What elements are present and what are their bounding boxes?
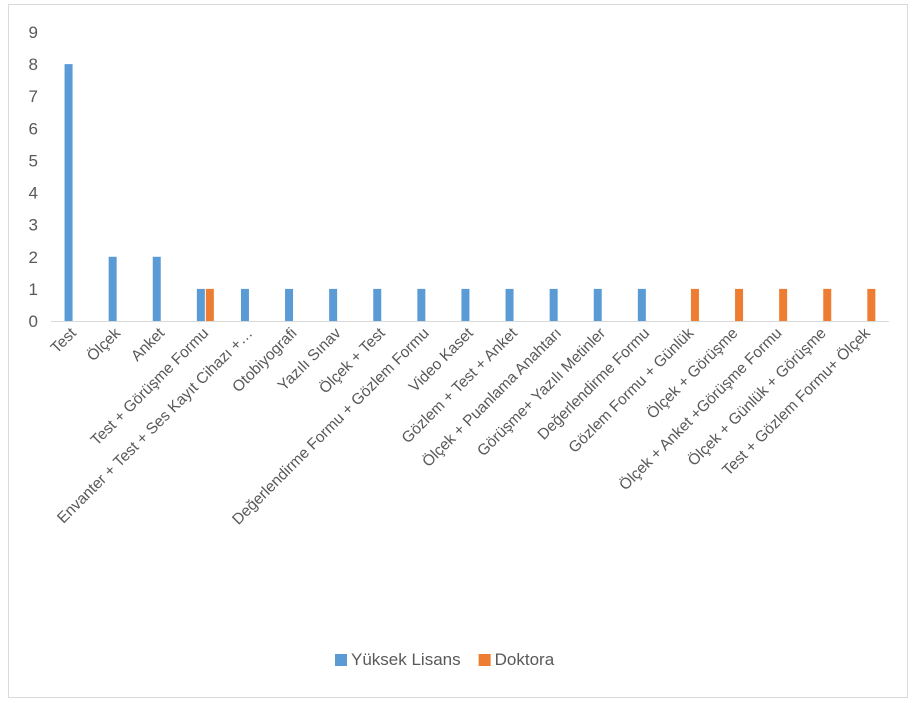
x-tick-label: Anket xyxy=(128,324,169,365)
y-tick-label: 8 xyxy=(29,55,38,74)
y-tick-label: 3 xyxy=(29,216,38,235)
bar-doktora xyxy=(867,288,876,321)
y-tick-label: 1 xyxy=(29,280,38,299)
chart-frame xyxy=(8,4,908,698)
legend-swatch xyxy=(335,654,347,666)
bar-yuksek-lisans xyxy=(373,288,382,321)
y-tick-label: 6 xyxy=(29,119,38,138)
bar-doktora xyxy=(779,288,788,321)
bar-yuksek-lisans xyxy=(108,256,117,321)
x-tick-label: Envanter + Test + Ses Kayıt Cihazı +… xyxy=(54,325,256,527)
y-tick-label: 0 xyxy=(29,312,38,331)
legend: Yüksek Lisans Doktora xyxy=(335,650,555,669)
bar-doktora xyxy=(735,288,744,321)
y-tick-label: 7 xyxy=(29,87,38,106)
bar-doktora xyxy=(823,288,832,321)
legend-label: Yüksek Lisans xyxy=(351,650,461,669)
bar-yuksek-lisans xyxy=(637,288,646,321)
bar-yuksek-lisans xyxy=(593,288,602,321)
x-tick-label: Ölçek xyxy=(83,324,124,365)
bar-yuksek-lisans xyxy=(240,288,249,321)
bar-yuksek-lisans xyxy=(196,288,205,321)
y-tick-label: 4 xyxy=(29,184,38,203)
bar-yuksek-lisans xyxy=(64,64,73,322)
legend-label: Doktora xyxy=(495,650,555,669)
bar-doktora xyxy=(690,288,699,321)
legend-swatch xyxy=(478,654,491,666)
bar-yuksek-lisans xyxy=(505,288,514,321)
x-tick-label: Test xyxy=(48,324,81,357)
bar-yuksek-lisans xyxy=(285,288,294,321)
bar-yuksek-lisans xyxy=(152,256,161,321)
bar-yuksek-lisans xyxy=(417,288,426,321)
bar-yuksek-lisans xyxy=(549,288,558,321)
y-tick-label: 2 xyxy=(29,248,38,267)
bars xyxy=(64,64,876,322)
bar-yuksek-lisans xyxy=(461,288,470,321)
y-tick-label: 5 xyxy=(29,151,38,170)
bar-doktora xyxy=(205,288,214,321)
x-tick-label: Ölçek + Anket +Görüşme Formu xyxy=(616,324,786,494)
y-tick-label: 9 xyxy=(29,23,38,42)
bar-yuksek-lisans xyxy=(329,288,338,321)
y-axis-ticks: 0 1 2 3 4 5 6 7 8 9 xyxy=(29,23,38,331)
